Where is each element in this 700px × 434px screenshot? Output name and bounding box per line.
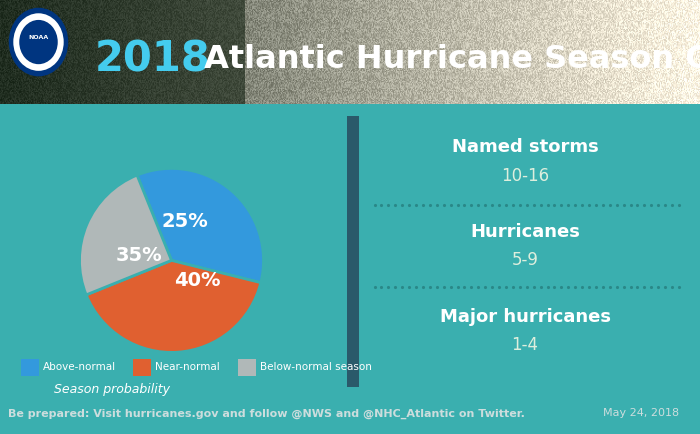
Text: 40%: 40% xyxy=(174,271,220,290)
Text: 2018: 2018 xyxy=(94,39,211,81)
Text: Be prepared: Visit hurricanes.gov and follow @NWS and @NHC_Atlantic on Twitter.: Be prepared: Visit hurricanes.gov and fo… xyxy=(8,408,524,418)
Wedge shape xyxy=(137,168,263,283)
Ellipse shape xyxy=(13,13,64,71)
Ellipse shape xyxy=(20,20,57,64)
Bar xyxy=(21,359,38,376)
Text: 1-4: 1-4 xyxy=(512,336,538,354)
Text: 10-16: 10-16 xyxy=(501,167,549,184)
Text: Below-normal season: Below-normal season xyxy=(260,362,372,372)
Text: May 24, 2018: May 24, 2018 xyxy=(603,408,679,418)
Bar xyxy=(0,0,245,111)
Text: Atlantic Hurricane Season Outlook: Atlantic Hurricane Season Outlook xyxy=(193,44,700,75)
Bar xyxy=(0,104,700,111)
Wedge shape xyxy=(80,175,172,295)
Bar xyxy=(238,359,256,376)
Text: Season probability: Season probability xyxy=(54,384,170,396)
Bar xyxy=(346,116,359,387)
Text: Above-normal: Above-normal xyxy=(43,362,116,372)
Text: Named storms: Named storms xyxy=(452,138,598,156)
Text: NOAA: NOAA xyxy=(29,35,48,40)
Text: 5-9: 5-9 xyxy=(512,251,538,269)
Bar xyxy=(133,359,150,376)
Text: 25%: 25% xyxy=(162,212,209,231)
Text: Major hurricanes: Major hurricanes xyxy=(440,308,610,326)
Ellipse shape xyxy=(8,8,69,76)
Text: Hurricanes: Hurricanes xyxy=(470,223,580,241)
Text: 35%: 35% xyxy=(116,247,162,265)
Text: Near-normal: Near-normal xyxy=(155,362,220,372)
Wedge shape xyxy=(86,260,261,352)
